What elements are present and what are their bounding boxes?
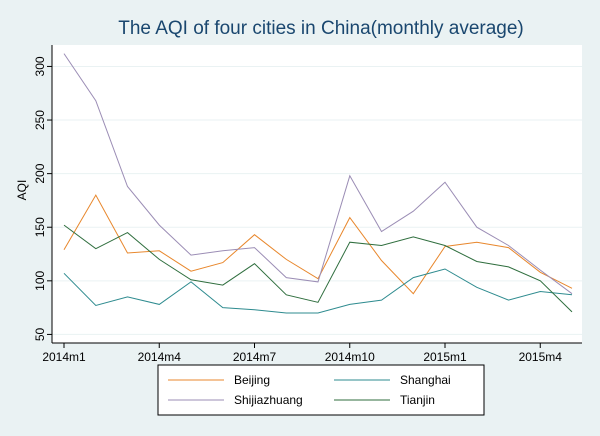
y-tick-label: 100 <box>33 270 47 290</box>
legend-box <box>157 364 485 416</box>
chart-title: The AQI of four cities in China(monthly … <box>118 18 524 39</box>
legend-label-tianjin: Tianjin <box>400 393 435 407</box>
x-tick-label: 2015m4 <box>519 350 563 364</box>
y-tick-label: 50 <box>33 327 47 341</box>
x-ticks: 2014m1 2014m4 2014m7 2014m10 2015m1 2015m4 <box>42 343 562 364</box>
y-tick-label: 200 <box>33 163 47 183</box>
series-lines <box>63 53 573 314</box>
legend-label-beijing: Beijing <box>234 373 270 387</box>
y-tick-label: 150 <box>33 217 47 237</box>
legend-label-shanghai: Shanghai <box>400 373 451 387</box>
x-tick-label: 2014m7 <box>233 350 277 364</box>
series-line-beijing <box>63 194 573 295</box>
grid <box>52 65 582 335</box>
y-ticks: 50 100 150 200 250 300 <box>33 56 52 341</box>
x-tick-label: 2014m10 <box>325 350 375 364</box>
x-tick-label: 2014m4 <box>138 350 182 364</box>
series-line-shijiazhuang <box>63 53 573 295</box>
series-line-tianjin <box>63 224 573 313</box>
x-tick-label: 2014m1 <box>42 350 86 364</box>
plot-area <box>52 45 582 343</box>
y-tick-label: 300 <box>33 56 47 76</box>
y-tick-label: 250 <box>33 110 47 130</box>
x-tick-label: 2015m1 <box>423 350 467 364</box>
series-line-shanghai <box>63 268 573 314</box>
legend: Beijing Shanghai Shijiazhuang Tianjin <box>168 373 451 407</box>
y-axis-label: AQI <box>15 180 29 201</box>
legend-label-shijiazhuang: Shijiazhuang <box>234 393 303 407</box>
